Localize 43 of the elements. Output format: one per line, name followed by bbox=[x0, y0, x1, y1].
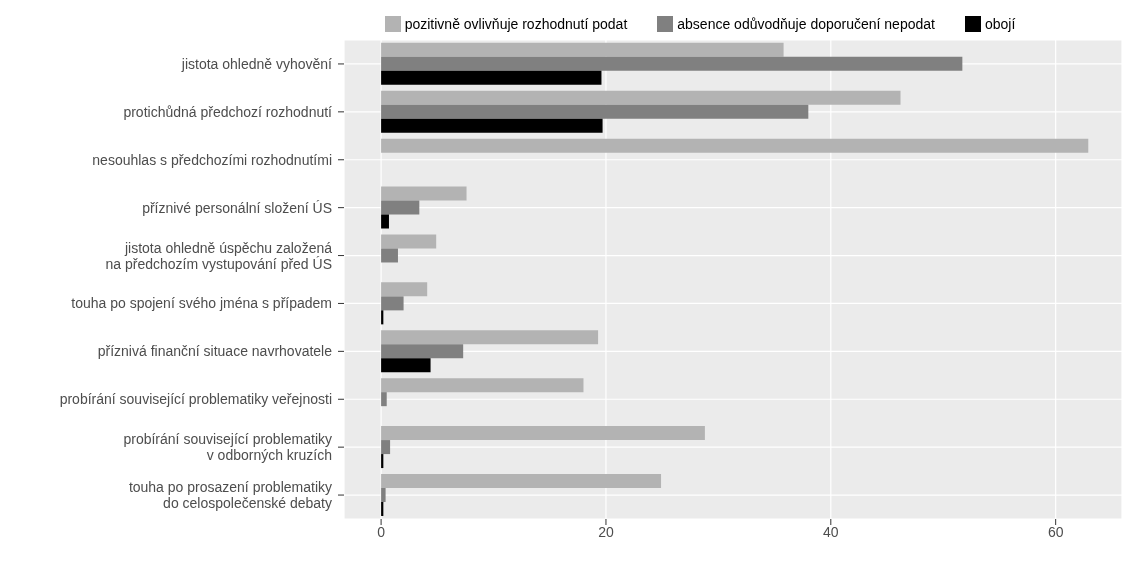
y-tick-label: jistota ohledně úspěchu založená na předchozím vystupování před ÚS bbox=[105, 239, 333, 272]
bar bbox=[381, 90, 901, 105]
bar bbox=[381, 70, 602, 85]
y-tick-label: touha po spojení svého jména s případem bbox=[71, 295, 332, 312]
bar bbox=[381, 392, 387, 407]
bar bbox=[381, 310, 384, 325]
bar bbox=[381, 344, 464, 359]
legend-label: pozitivně ovlivňuje rozhodnutí podat bbox=[404, 16, 628, 32]
y-tick-label: protichůdná předchozí rozhodnutí bbox=[123, 103, 333, 120]
bar bbox=[381, 200, 420, 215]
bar bbox=[381, 214, 389, 229]
y-tick-label: jistota ohledně vyhovění bbox=[180, 55, 333, 72]
bar bbox=[381, 248, 398, 263]
bar bbox=[381, 454, 384, 469]
bar bbox=[381, 282, 428, 297]
bar bbox=[381, 186, 467, 201]
y-tick-label: příznivé personální složení ÚS bbox=[142, 199, 332, 216]
bar bbox=[381, 358, 431, 373]
legend-label: absence odůvodňuje doporučení nepodat bbox=[677, 16, 935, 32]
bar bbox=[381, 56, 963, 71]
x-tick-label: 20 bbox=[598, 523, 614, 540]
bar bbox=[381, 234, 437, 249]
bar bbox=[381, 378, 584, 393]
x-tick-label: 40 bbox=[823, 523, 839, 540]
bar bbox=[381, 118, 603, 133]
y-tick-label: touha po prosazení problematiky do celospolečenské debaty bbox=[128, 479, 332, 512]
y-tick-label: příznivá finanční situace navrhovatele bbox=[97, 343, 333, 360]
legend-label: obojí bbox=[984, 16, 1016, 32]
y-tick-label: probírání související problematiky veřejnosti bbox=[59, 391, 332, 408]
x-tick-label: 0 bbox=[377, 523, 386, 540]
bar bbox=[381, 42, 784, 57]
bar bbox=[381, 426, 705, 441]
bar bbox=[381, 104, 809, 119]
x-tick-label: 60 bbox=[1047, 523, 1064, 540]
bar bbox=[381, 501, 384, 516]
y-tick-label: probírání související problematiky v odborných kruzích bbox=[123, 431, 332, 464]
bar bbox=[381, 487, 386, 502]
bar bbox=[381, 473, 662, 488]
bar bbox=[381, 330, 599, 345]
bar bbox=[381, 296, 404, 311]
bar bbox=[381, 138, 1089, 153]
y-tick-label: nesouhlas s předchozími rozhodnutími bbox=[92, 151, 332, 168]
bar bbox=[381, 440, 391, 455]
